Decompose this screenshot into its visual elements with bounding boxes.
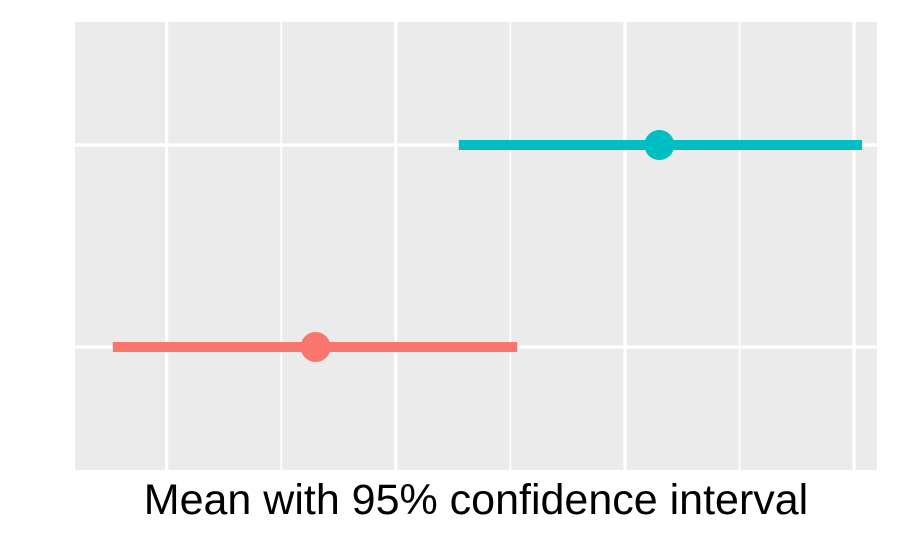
plot-panel xyxy=(75,22,877,470)
x-axis-label: Mean with 95% confidence interval xyxy=(144,476,808,524)
chart-marks xyxy=(112,130,863,362)
minor-gridlines xyxy=(280,22,741,470)
mean-point-0 xyxy=(300,332,331,362)
mean-point-1 xyxy=(644,130,675,160)
